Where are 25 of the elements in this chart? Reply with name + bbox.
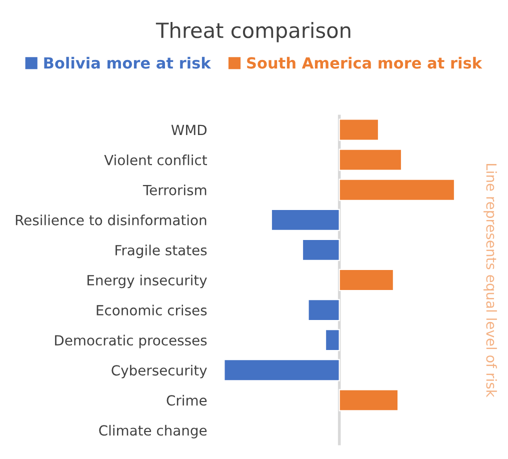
y-tick-label: Terrorism [142,184,206,196]
bar [324,329,340,352]
bar [270,208,340,231]
y-tick-label: Democratic processes [55,334,207,348]
y-tick-label: Violent conflict [104,154,207,166]
chart-title: Threat comparison [156,22,350,42]
y-tick-label: Cybersecurity [112,364,207,378]
y-tick-label: Climate change [99,424,207,438]
bar [338,118,380,141]
legend-label: Bolivia more at risk [44,56,212,69]
y-tick-label: Energy insecurity [88,274,207,288]
bar [302,238,340,262]
text: Line represents equal level of risk [484,164,497,398]
bar [308,298,340,322]
y-tick-label: Economic crises [96,304,207,316]
legend-label: South America more at risk [247,56,482,69]
y-tick-label: WMD [171,124,207,136]
bar [338,389,399,412]
y-tick-label: Fragile states [116,244,207,258]
y-tick-label: Resilience to disinformation [16,214,206,226]
bar [338,268,394,292]
bar [224,359,340,382]
bar [338,148,402,171]
bar [338,178,456,201]
y-tick-label: Crime [166,394,207,406]
